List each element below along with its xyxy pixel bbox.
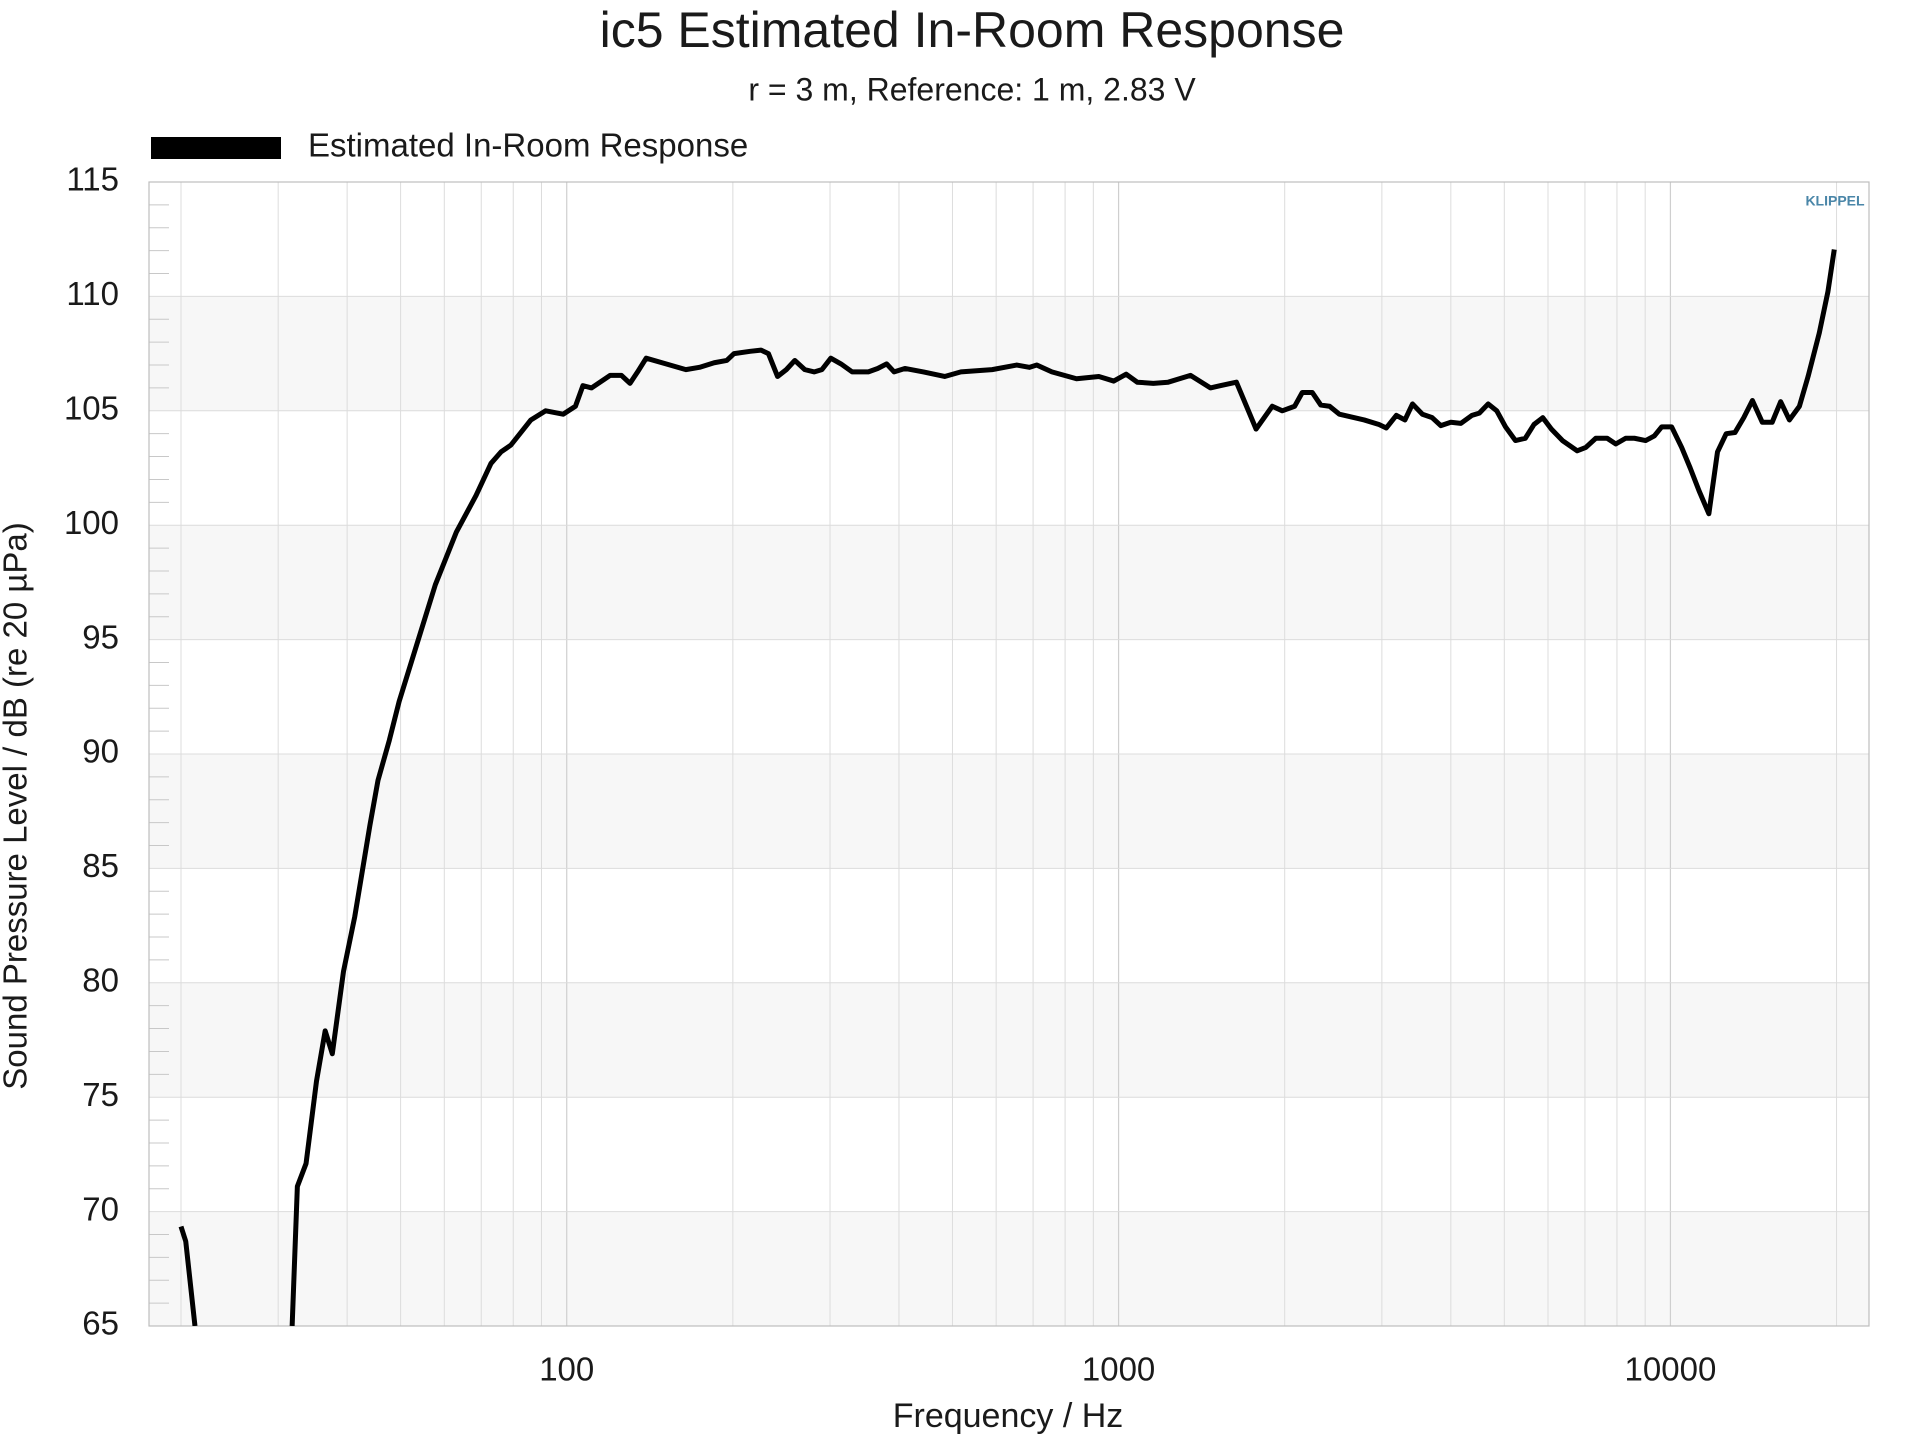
grid-band: [149, 1211, 1869, 1326]
y-tick-label: 95: [82, 618, 119, 655]
y-tick-label: 115: [66, 161, 119, 198]
y-tick-label: 90: [82, 733, 119, 770]
grid-band: [149, 982, 1869, 1098]
x-tick-label: 10000: [1625, 1351, 1717, 1388]
y-tick-label: 75: [82, 1076, 119, 1113]
grid-band: [149, 754, 1869, 869]
chart-title: ic5 Estimated In-Room Response: [600, 2, 1345, 58]
chart-subtitle: r = 3 m, Reference: 1 m, 2.83 V: [748, 71, 1196, 107]
y-axis-title: Sound Pressure Level / dB (re 20 µPa): [0, 522, 34, 1089]
y-tick-label: 100: [64, 504, 119, 541]
x-tick-label: 100: [539, 1351, 594, 1388]
legend-label: Estimated In-Room Response: [308, 127, 748, 164]
legend-swatch: [151, 137, 281, 159]
x-axis-title: Frequency / Hz: [893, 1397, 1124, 1435]
y-tick-label: 80: [82, 962, 119, 999]
grid-band: [149, 525, 1869, 640]
grid-band: [149, 296, 1869, 411]
data-line: [178, 249, 1837, 1326]
y-tick-label: 65: [82, 1305, 119, 1342]
watermark: KLIPPEL: [1805, 193, 1865, 209]
y-tick-label: 85: [82, 847, 119, 884]
y-tick-label: 110: [66, 275, 119, 312]
plot-frame: [148, 181, 1870, 1327]
x-tick-label: 1000: [1082, 1351, 1155, 1388]
y-tick-label: 105: [64, 390, 119, 427]
y-tick-label: 70: [82, 1190, 119, 1227]
